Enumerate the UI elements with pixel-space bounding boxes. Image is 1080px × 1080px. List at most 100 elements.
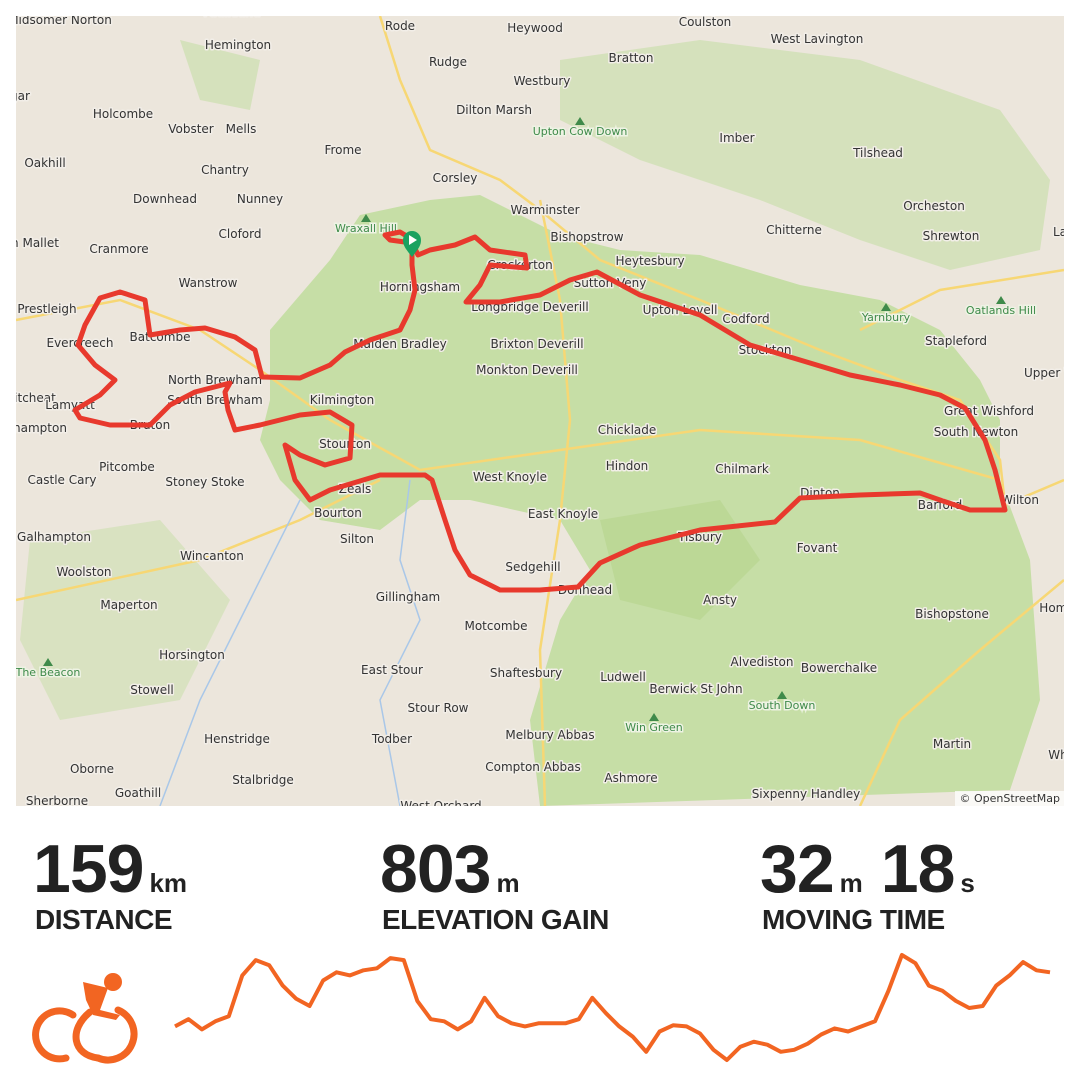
place-label: Tilshead bbox=[852, 146, 903, 160]
moving-time-stat: 32 m 18 s MOVING TIME bbox=[760, 830, 993, 935]
place-label: Alvediston bbox=[731, 655, 794, 669]
peak-icon bbox=[996, 296, 1006, 304]
elevation-unit: m bbox=[496, 868, 520, 898]
place-label: Stoney Stoke bbox=[165, 475, 244, 489]
distance-unit: km bbox=[149, 868, 188, 898]
peak-icon bbox=[881, 303, 891, 311]
distance-stat: 159 km DISTANCE bbox=[33, 830, 205, 935]
peak-icon bbox=[777, 691, 787, 699]
place-label: hampton bbox=[16, 421, 67, 435]
place-label: Vobster bbox=[168, 122, 214, 136]
place-label: Homi bbox=[1039, 601, 1064, 615]
place-label: La bbox=[1053, 225, 1064, 239]
map-attribution[interactable]: © OpenStreetMap bbox=[955, 791, 1064, 806]
peak-icon bbox=[649, 713, 659, 721]
place-label: Martin bbox=[933, 737, 971, 751]
place-label: West Knoyle bbox=[473, 470, 547, 484]
place-label: South Newton bbox=[934, 425, 1019, 439]
elevation-stat: 803 m ELEVATION GAIN bbox=[380, 830, 609, 935]
place-label: North Brewham bbox=[168, 373, 262, 387]
elevation-profile bbox=[174, 953, 1051, 1062]
place-label: Hindon bbox=[606, 459, 649, 473]
cyclist-icon bbox=[32, 973, 138, 1064]
place-label: Stapleford bbox=[925, 334, 987, 348]
place-label: Pitcombe bbox=[99, 460, 155, 474]
place-label: Stowell bbox=[130, 683, 174, 697]
place-label: Stalbridge bbox=[232, 773, 294, 787]
place-label: Silton bbox=[340, 532, 374, 546]
place-label: Wh bbox=[1048, 748, 1064, 762]
minutes-value: 32 bbox=[760, 831, 835, 907]
peak-icon bbox=[361, 214, 371, 222]
peak-label: Upton Cow Down bbox=[533, 125, 628, 138]
start-marker[interactable] bbox=[403, 231, 421, 257]
place-label: Castle Cary bbox=[28, 473, 97, 487]
place-label: Woolston bbox=[56, 565, 111, 579]
distance-value: 159 bbox=[33, 831, 144, 907]
elevation-label: ELEVATION GAIN bbox=[382, 904, 609, 935]
place-label: Chantry bbox=[201, 163, 249, 177]
place-label: Faulkland bbox=[204, 16, 261, 19]
place-label: Downhead bbox=[133, 192, 197, 206]
minutes-unit: m bbox=[839, 868, 863, 898]
place-label: Ludwell bbox=[600, 670, 646, 684]
place-label: Bratton bbox=[609, 51, 654, 65]
peak-label: Oatlands Hill bbox=[966, 304, 1036, 317]
place-label: Mells bbox=[226, 122, 257, 136]
place-label: Chitterne bbox=[766, 223, 822, 237]
place-label: Bishopstone bbox=[915, 607, 989, 621]
place-label: Frome bbox=[324, 143, 361, 157]
place-label: Kilmington bbox=[310, 393, 374, 407]
place-label: Brixton Deverill bbox=[490, 337, 583, 351]
peak-label: South Down bbox=[749, 699, 816, 712]
place-label: Galhampton bbox=[17, 530, 91, 544]
place-label: Dilton Marsh bbox=[456, 103, 532, 117]
place-label: Oakhill bbox=[24, 156, 65, 170]
place-label: Corsley bbox=[433, 171, 478, 185]
place-label: Maperton bbox=[100, 598, 157, 612]
forest-areas bbox=[20, 40, 1050, 806]
place-label: Monkton Deverill bbox=[476, 363, 578, 377]
place-label: Todber bbox=[371, 732, 412, 746]
place-label: Lamyatt bbox=[45, 398, 95, 412]
place-label: Berwick St John bbox=[649, 682, 742, 696]
roads bbox=[16, 16, 1064, 806]
place-label: Shrewton bbox=[923, 229, 980, 243]
route-map[interactable]: Midsomer Norton Faulkland Rode Heywood Couls… bbox=[16, 16, 1064, 806]
start-pin-icon bbox=[403, 231, 421, 257]
place-label: Coulston bbox=[679, 16, 732, 29]
place-label: West Orchard bbox=[400, 799, 481, 806]
place-label: Cranmore bbox=[89, 242, 148, 256]
place-label: Henstridge bbox=[204, 732, 270, 746]
place-label: Sedgehill bbox=[505, 560, 560, 574]
place-label: Melbury Abbas bbox=[505, 728, 594, 742]
place-label: Ansty bbox=[703, 593, 737, 607]
place-label: Goathill bbox=[115, 786, 161, 800]
place-label: Midsomer Norton bbox=[16, 16, 112, 27]
place-label: Bishopstrow bbox=[550, 230, 623, 244]
place-label: Orcheston bbox=[903, 199, 965, 213]
route-line[interactable] bbox=[72, 229, 1008, 593]
place-label: Ashmore bbox=[604, 771, 657, 785]
rivers bbox=[159, 479, 421, 806]
place-label: Warminster bbox=[510, 203, 579, 217]
place-label: Holcombe bbox=[93, 107, 153, 121]
place-label: Codford bbox=[722, 312, 769, 326]
map-canvas[interactable]: Midsomer Norton Faulkland Rode Heywood Couls… bbox=[16, 16, 1064, 806]
place-label: Sherborne bbox=[26, 794, 88, 806]
place-label: n Mallet bbox=[16, 236, 59, 250]
place-label: Motcombe bbox=[464, 619, 527, 633]
place-label: West Lavington bbox=[771, 32, 864, 46]
distance-label: DISTANCE bbox=[35, 904, 173, 935]
place-label: Stourton bbox=[319, 437, 371, 451]
peak-label: Win Green bbox=[625, 721, 682, 734]
peak-label: The Beacon bbox=[16, 666, 80, 679]
place-label: Oborne bbox=[70, 762, 114, 776]
place-label: Wilton bbox=[1001, 493, 1039, 507]
place-label: Heytesbury bbox=[615, 254, 684, 268]
peak-label: Wraxall Hill bbox=[335, 222, 397, 235]
place-label: Nunney bbox=[237, 192, 283, 206]
place-label: Chicklade bbox=[598, 423, 657, 437]
elevation-profile-line bbox=[174, 953, 1051, 1062]
place-label: Horsington bbox=[159, 648, 225, 662]
